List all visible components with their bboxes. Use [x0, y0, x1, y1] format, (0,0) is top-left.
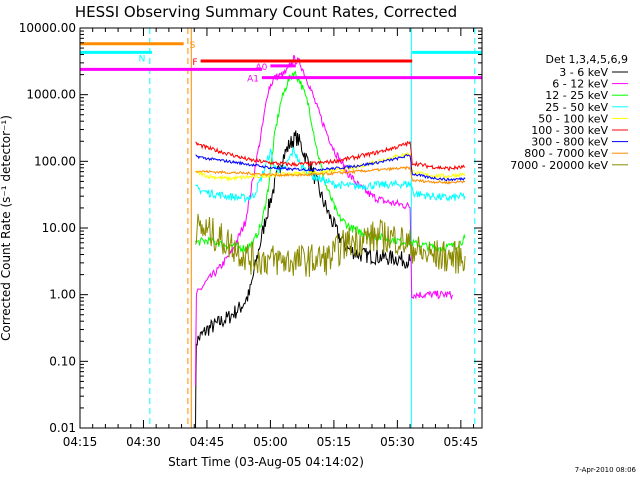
legend-label-800-7000-kev: 800 - 7000 keV: [524, 147, 608, 160]
legend-label-7000-20000-kev: 7000 - 20000 keV: [510, 159, 608, 172]
legend-label-12-25-kev: 12 - 25 keV: [545, 89, 608, 102]
chart-title: HESSI Observing Summary Count Rates, Cor…: [75, 3, 457, 21]
x-tick-label-05-15: 05:15: [317, 435, 352, 449]
plot-frame: [79, 27, 483, 429]
series-line-50-100-kev: [195, 151, 466, 183]
state-label-s-0: S: [190, 41, 196, 51]
x-tick-label-04-15: 04:15: [63, 435, 98, 449]
series-line-800-7000-kev: [195, 164, 466, 185]
legend-title: Det 1,3,4,5,6,9: [545, 53, 628, 66]
series-line-25-50-kev: [195, 147, 466, 204]
x-ticks: 04:15 04:30 04:45 05:00 05:15 05:30 05:45: [63, 28, 478, 449]
x-tick-label-04-45: 04:45: [190, 435, 225, 449]
legend-label-25-50-kev: 25 - 50 keV: [545, 101, 608, 114]
legend-label-50-100-kev: 50 - 100 keV: [538, 112, 608, 125]
y-tick-label-0-01: 0.01: [49, 421, 76, 435]
x-tick-label-05-45: 05:45: [444, 435, 479, 449]
legend-label-3-6-kev: 3 - 6 keV: [559, 66, 608, 79]
legend-label-6-12-kev: 6 - 12 keV: [552, 78, 608, 91]
y-ticks: 10000.00 1000.00 100.00 10.00 1.00 0.10 0.01: [19, 21, 482, 435]
series-line-100-300-kev: [195, 140, 466, 172]
x-tick-label-05-00: 05:00: [253, 435, 288, 449]
x-tick-label-04-30: 04:30: [126, 435, 161, 449]
y-axis-label: Corrected Count Rate (s⁻¹ detector⁻¹): [0, 115, 13, 341]
y-tick-label-10-00: 10.00: [42, 221, 76, 235]
series-line-300-800-kev: [195, 154, 466, 182]
state-label-n-1: N: [139, 54, 146, 64]
state-label-f-3: F: [192, 58, 197, 68]
legend-label-100-300-kev: 100 - 300 keV: [531, 124, 608, 137]
legend-label-300-800-kev: 300 - 800 keV: [531, 136, 608, 149]
series-group: [195, 54, 466, 428]
y-tick-label-1-00: 1.00: [49, 288, 76, 302]
vertical-markers: [79, 28, 476, 428]
state-bars: S N F A0 A1: [80, 41, 482, 85]
footer-date: 7-Apr-2010 08:06: [575, 466, 637, 474]
y-tick-label-10000-00: 10000.00: [19, 21, 76, 35]
y-tick-label-100-00: 100.00: [34, 154, 76, 168]
x-axis-label: Start Time (03-Aug-05 04:14:02): [168, 455, 364, 469]
x-tick-label-05-30: 05:30: [380, 435, 415, 449]
state-label-a1-5: A1: [247, 75, 259, 85]
state-label-a0-4: A0: [256, 63, 268, 73]
y-tick-label-0-10: 0.10: [49, 354, 76, 368]
series-line-6-12-kev: [195, 54, 453, 386]
series-line-7000-20000-kev: [195, 213, 466, 277]
series-line-3-6-kev: [195, 130, 411, 428]
y-tick-label-1000-00: 1000.00: [26, 88, 76, 102]
